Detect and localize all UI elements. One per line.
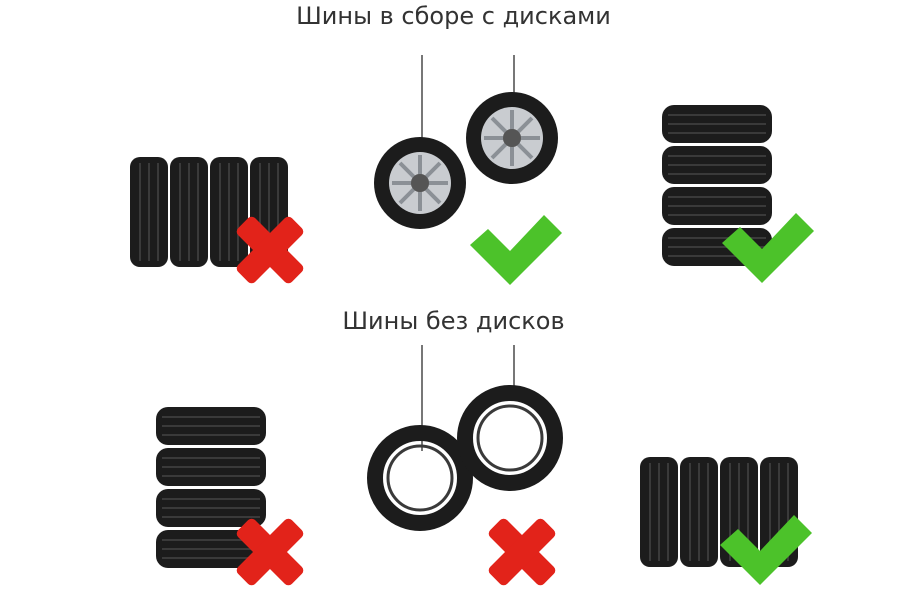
without-rims-stacked-wrong <box>110 345 370 595</box>
stacked-tires-icon <box>156 407 266 568</box>
hanging-tires-icon <box>367 345 563 531</box>
hanging-wheels-illustration <box>374 55 562 285</box>
hanging-wheels-icon <box>374 55 558 229</box>
stacked-tires-icon <box>662 105 772 266</box>
without-rims-vertical-row-correct <box>610 345 870 595</box>
stacked-tires-illustration <box>156 407 304 586</box>
with-rims-hanging-correct <box>330 45 590 295</box>
without-rims-hanging-wrong <box>330 345 590 595</box>
red-cross-icon <box>488 518 556 586</box>
green-check-icon <box>722 213 814 283</box>
heading-without-rims: Шины без дисков <box>342 307 565 335</box>
heading-with-rims: Шины в сборе с дисками <box>296 2 611 30</box>
hanging-tires-illustration <box>367 345 563 586</box>
vertical-tires-illustration <box>130 157 304 284</box>
green-check-icon <box>470 215 562 285</box>
with-rims-vertical-row-wrong <box>110 45 370 295</box>
red-cross-icon <box>236 518 304 586</box>
with-rims-stacked-correct <box>610 45 870 295</box>
vertical-tires-illustration <box>640 457 812 585</box>
stacked-tires-illustration <box>662 105 814 283</box>
green-check-icon <box>720 515 812 585</box>
red-cross-icon <box>236 216 304 284</box>
